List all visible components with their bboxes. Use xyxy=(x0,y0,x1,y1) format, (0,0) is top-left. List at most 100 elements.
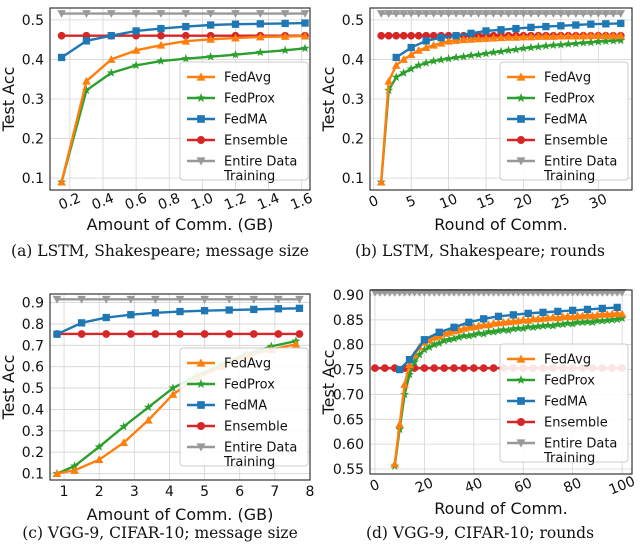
data-point xyxy=(481,10,491,18)
data-point xyxy=(420,336,429,344)
y-tick-label: 0.8 xyxy=(22,317,44,333)
data-point xyxy=(437,34,445,42)
data-point xyxy=(564,10,573,18)
data-point xyxy=(616,35,626,45)
legend-marker xyxy=(196,443,206,452)
data-point xyxy=(534,10,543,18)
data-point xyxy=(376,10,386,18)
x-tick-label: 3 xyxy=(130,484,139,500)
data-point xyxy=(466,34,476,43)
y-tick-label: 0.90 xyxy=(333,288,364,304)
data-point xyxy=(602,20,610,28)
data-point xyxy=(151,330,160,338)
data-point xyxy=(430,364,439,372)
data-point xyxy=(593,36,603,46)
data-point xyxy=(568,319,578,328)
data-point xyxy=(526,10,536,18)
data-point xyxy=(390,459,400,468)
y-axis-label: Test Acc xyxy=(0,67,18,133)
data-point xyxy=(563,39,573,48)
data-point xyxy=(429,339,439,349)
data-point xyxy=(300,31,310,40)
data-point xyxy=(484,327,494,336)
legend: FedAvg FedProx FedMA Ensemble Entire DataTra… xyxy=(499,61,629,184)
data-point xyxy=(541,10,551,18)
x-tick-label: 1.4 xyxy=(255,190,282,213)
x-tick-label: 30 xyxy=(587,191,610,213)
data-point xyxy=(459,331,469,340)
data-point xyxy=(157,24,165,33)
chart-c: 0.1 0.2 0.3 0.4 0.5 0.6 0.7 0.8 0.9 1 2 3 4 5 6 7 8 Amoun… xyxy=(0,293,314,524)
plot-frame xyxy=(369,7,633,191)
x-tick-label: 4 xyxy=(165,484,174,500)
data-point xyxy=(489,33,498,42)
data-point xyxy=(489,327,499,336)
data-point xyxy=(395,419,404,428)
data-point xyxy=(200,330,209,338)
data-point xyxy=(526,32,536,41)
y-tick-label: 0.9 xyxy=(22,296,44,312)
data-point xyxy=(587,20,595,28)
legend-label: FedProx xyxy=(224,92,275,107)
data-point xyxy=(436,38,446,47)
data-point xyxy=(526,42,536,52)
legend-label: FedAvg xyxy=(544,71,591,86)
data-point xyxy=(156,10,166,18)
legend-label: FedAvg xyxy=(224,71,271,86)
x-tick-label: 0.4 xyxy=(90,190,117,213)
data-point xyxy=(107,32,115,40)
x-tick-label: 0.6 xyxy=(123,190,150,213)
legend-label: Ensemble xyxy=(544,416,608,431)
data-point xyxy=(451,10,461,18)
y-tick-label: 0.1 xyxy=(22,467,44,483)
series-line xyxy=(398,306,618,371)
data-point xyxy=(414,60,424,70)
data-point xyxy=(509,311,518,319)
y-tick-label: 0.4 xyxy=(22,52,44,68)
data-point xyxy=(571,10,581,18)
data-point xyxy=(81,85,91,95)
data-point xyxy=(543,320,553,330)
data-point xyxy=(274,330,283,338)
data-point xyxy=(399,31,408,40)
data-point xyxy=(391,10,401,18)
data-point xyxy=(542,22,550,31)
data-point xyxy=(181,53,191,63)
data-point xyxy=(444,36,453,45)
data-point xyxy=(439,335,449,345)
legend-label: Entire Data xyxy=(544,155,617,170)
data-point xyxy=(414,46,423,54)
data-point xyxy=(106,68,116,77)
data-point xyxy=(612,314,622,324)
data-point xyxy=(70,461,80,470)
data-point xyxy=(82,76,91,85)
y-tick-label: 0.55 xyxy=(333,462,364,478)
data-point xyxy=(399,55,408,63)
data-point xyxy=(489,10,498,18)
data-point xyxy=(518,323,528,333)
data-point xyxy=(126,295,136,304)
x-tick-label: 5 xyxy=(404,193,418,211)
y-tick-label: 0.6 xyxy=(22,360,44,376)
data-point xyxy=(181,10,191,18)
data-point xyxy=(587,317,597,327)
data-point xyxy=(539,308,547,317)
data-point xyxy=(578,38,588,47)
data-point xyxy=(479,329,489,338)
data-point xyxy=(449,334,459,343)
data-point xyxy=(384,31,393,40)
legend-label-line2: Training xyxy=(223,169,275,184)
data-point xyxy=(280,10,290,18)
data-point xyxy=(541,32,551,40)
series-fedavg xyxy=(376,31,626,186)
data-point xyxy=(608,10,618,18)
data-point xyxy=(533,321,543,331)
data-point xyxy=(440,364,449,372)
data-point xyxy=(528,322,538,332)
data-point xyxy=(181,36,191,45)
data-point xyxy=(616,31,626,40)
data-point xyxy=(479,364,488,372)
series-fedma xyxy=(57,19,309,62)
legend-label: FedMA xyxy=(224,399,267,414)
data-point xyxy=(295,295,304,304)
